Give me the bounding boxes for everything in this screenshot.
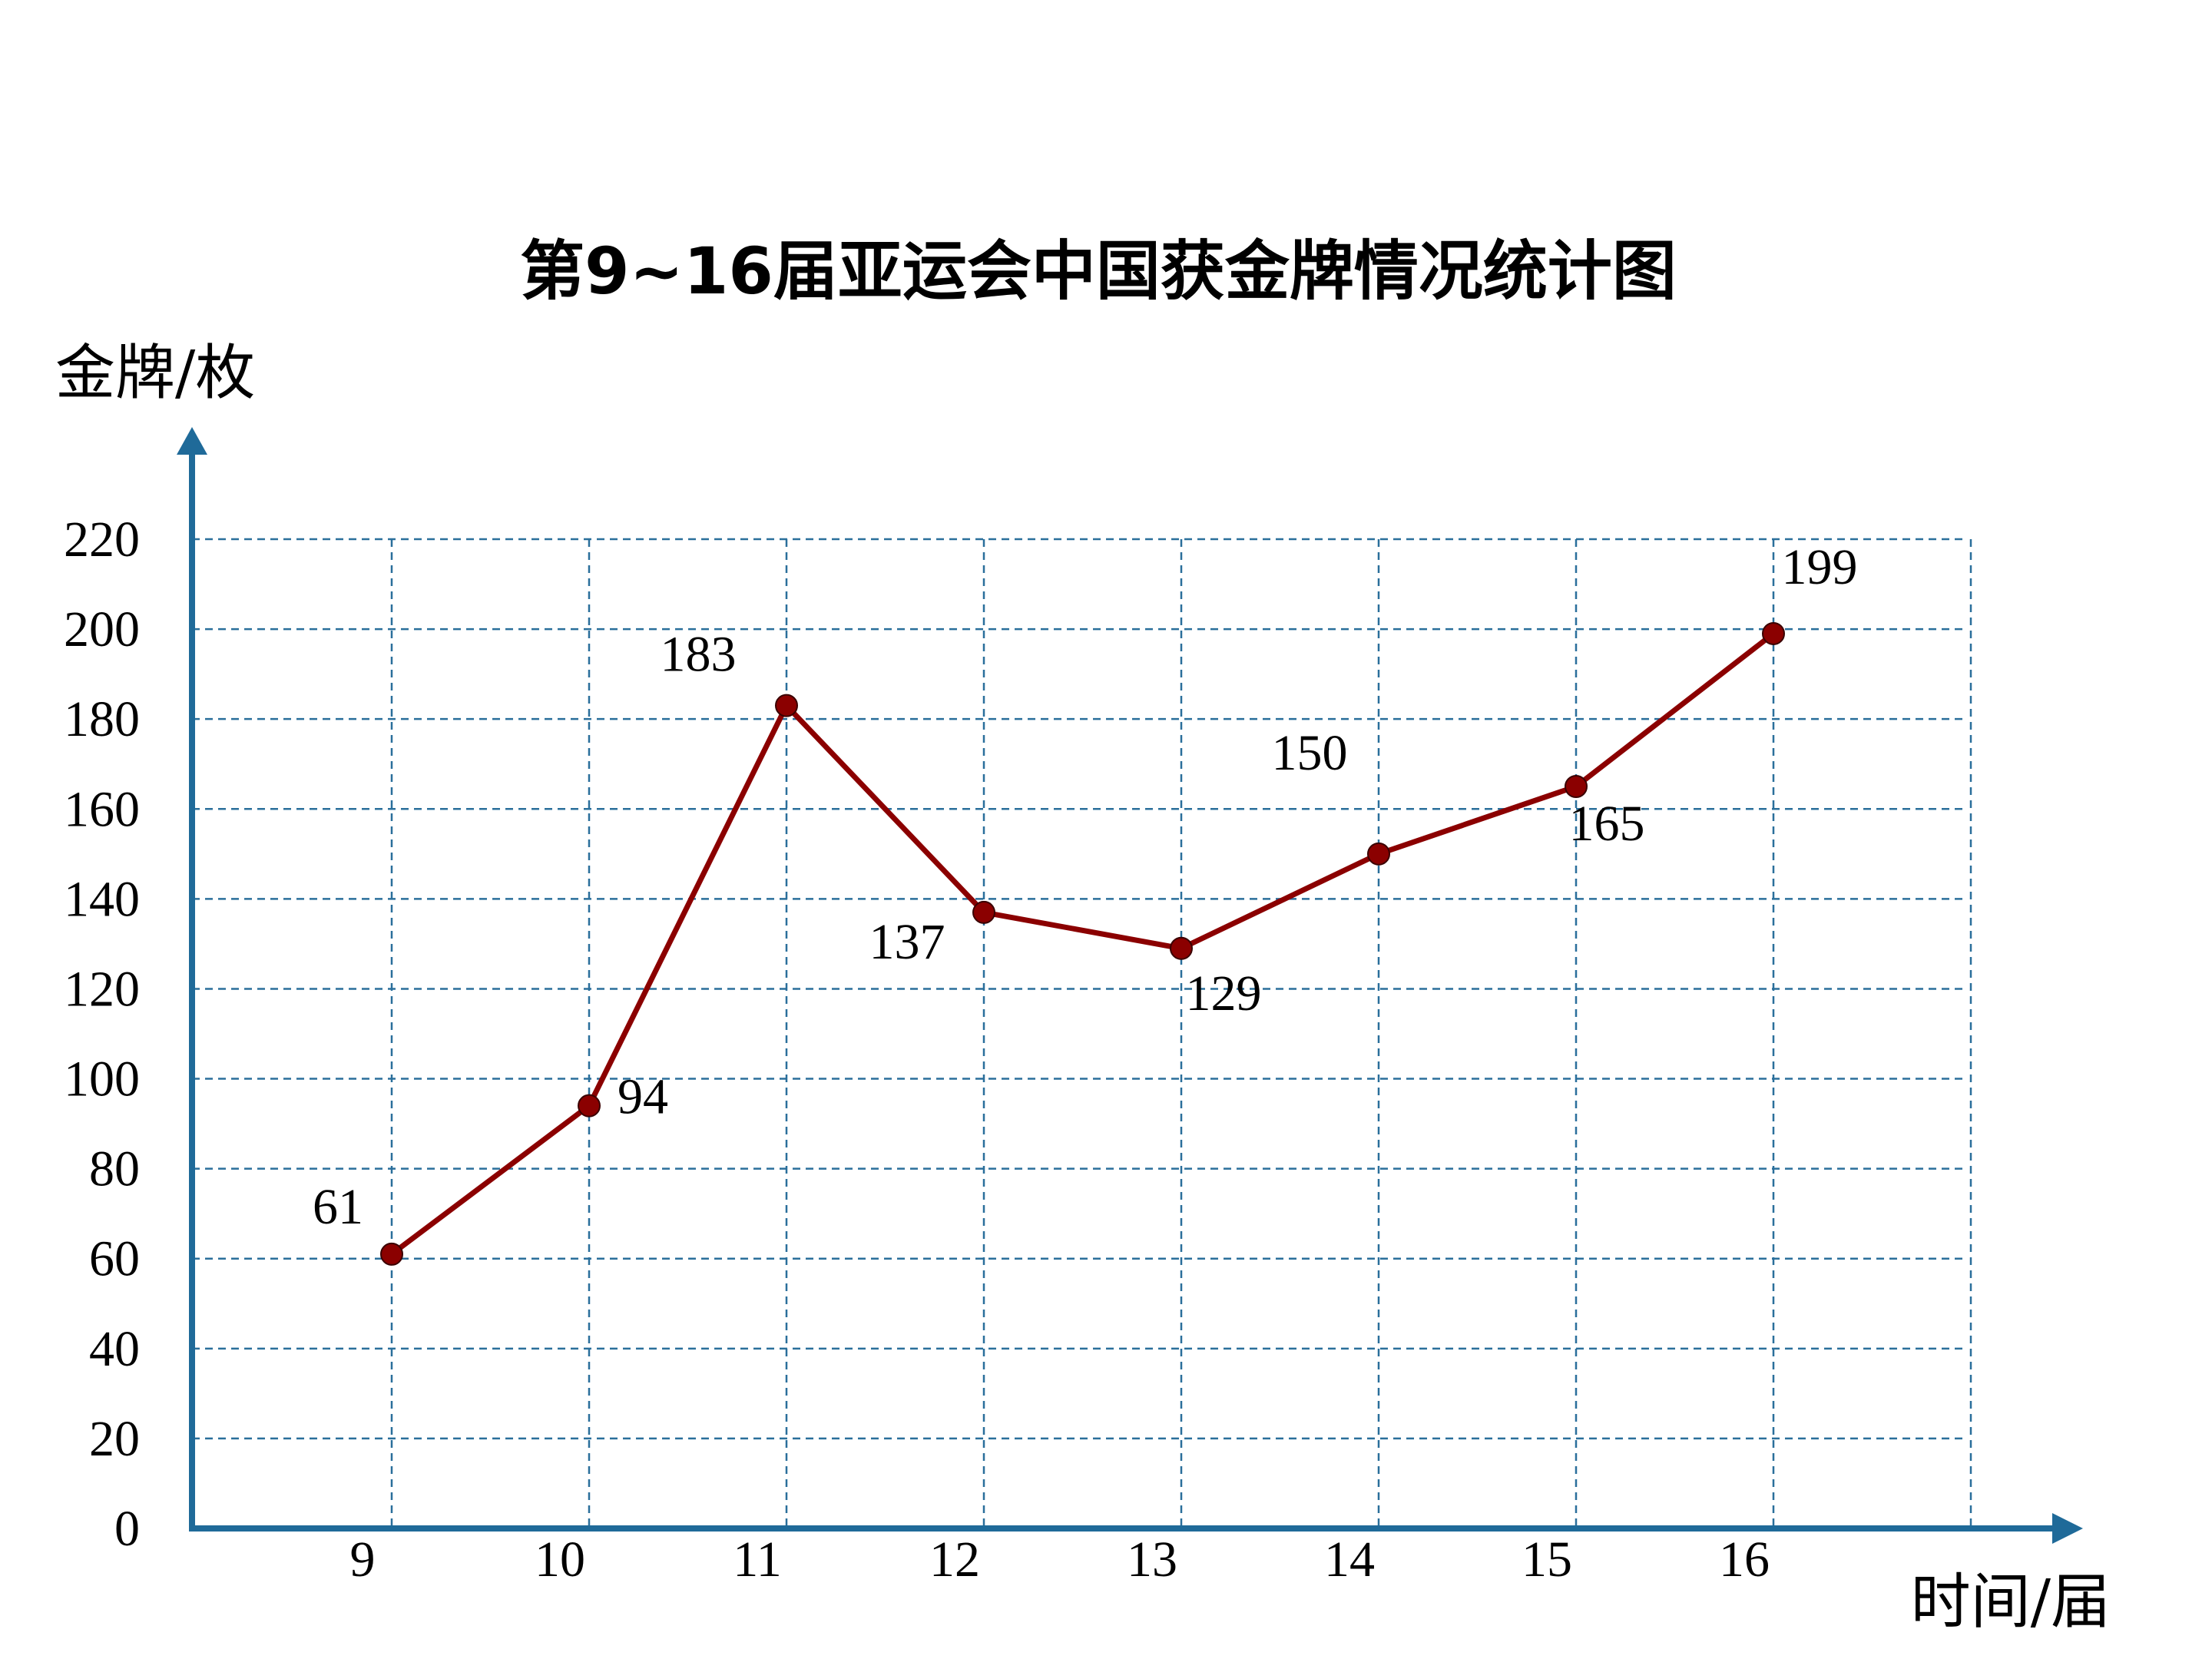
y-axis-title: 金牌/枚 xyxy=(55,339,255,408)
chart-title: 第9~16届亚运会中国获金牌情况统计图 xyxy=(520,233,1677,309)
tick-labels: 0 20 40 60 80 100 120 140 160 180 200 220 9 10 11 12 13 1… xyxy=(64,512,1770,1588)
y-tick-label: 20 xyxy=(89,1411,140,1467)
data-point xyxy=(1170,936,1193,960)
y-axis-arrow xyxy=(177,427,207,455)
series-line xyxy=(389,631,1776,1257)
data-point xyxy=(775,694,798,717)
data-point xyxy=(1762,621,1785,645)
y-tick-label: 160 xyxy=(64,781,140,837)
data-label: 150 xyxy=(1272,725,1348,781)
x-axis-arrow xyxy=(2052,1513,2083,1544)
x-tick-label: 9 xyxy=(350,1532,376,1588)
x-tick-label: 16 xyxy=(1719,1532,1770,1588)
grid xyxy=(192,538,1972,1528)
y-tick-label: 220 xyxy=(64,512,140,568)
data-point xyxy=(578,1094,601,1118)
y-tick-label: 100 xyxy=(64,1051,140,1108)
x-tick-label: 11 xyxy=(733,1532,782,1588)
y-tick-label: 60 xyxy=(89,1231,140,1287)
y-tick-label: 40 xyxy=(89,1321,140,1377)
axes xyxy=(177,427,2083,1544)
data-label: 61 xyxy=(313,1179,363,1235)
data-label: 165 xyxy=(1569,796,1645,852)
y-tick-label: 200 xyxy=(64,601,140,657)
x-tick-label: 12 xyxy=(929,1532,980,1588)
data-point xyxy=(380,1242,403,1266)
data-labels: 61 94 183 137 129 150 165 199 xyxy=(313,539,1858,1235)
series xyxy=(380,621,1785,1266)
data-point xyxy=(1367,842,1390,866)
y-tick-label: 180 xyxy=(64,691,140,747)
y-tick-label: 120 xyxy=(64,961,140,1017)
data-point xyxy=(1565,775,1588,798)
data-label: 137 xyxy=(869,914,945,970)
x-tick-label: 15 xyxy=(1522,1532,1572,1588)
y-tick-label: 0 xyxy=(114,1501,140,1557)
data-point xyxy=(972,900,995,924)
y-tick-label: 80 xyxy=(89,1141,140,1197)
data-label: 183 xyxy=(661,627,737,683)
x-tick-label: 14 xyxy=(1324,1532,1375,1588)
x-tick-label: 10 xyxy=(535,1532,585,1588)
data-label: 94 xyxy=(618,1069,668,1125)
x-tick-label: 13 xyxy=(1127,1532,1177,1588)
data-label: 199 xyxy=(1782,539,1858,595)
data-label: 129 xyxy=(1186,965,1262,1022)
x-axis-title: 时间/届 xyxy=(1911,1568,2111,1637)
y-tick-label: 140 xyxy=(64,871,140,927)
